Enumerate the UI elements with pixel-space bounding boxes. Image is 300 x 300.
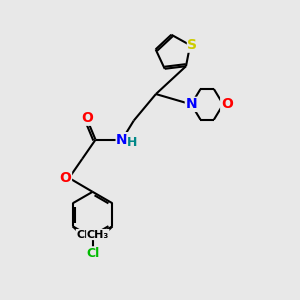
Text: N: N — [116, 133, 128, 147]
Text: O: O — [60, 171, 71, 185]
Text: CH₃: CH₃ — [87, 230, 109, 239]
Text: H: H — [127, 136, 137, 149]
Text: O: O — [81, 111, 93, 125]
Text: O: O — [221, 98, 232, 111]
Text: CH₃: CH₃ — [76, 230, 98, 239]
Text: Cl: Cl — [86, 247, 99, 260]
Text: S: S — [188, 38, 197, 52]
Text: N: N — [185, 98, 197, 111]
